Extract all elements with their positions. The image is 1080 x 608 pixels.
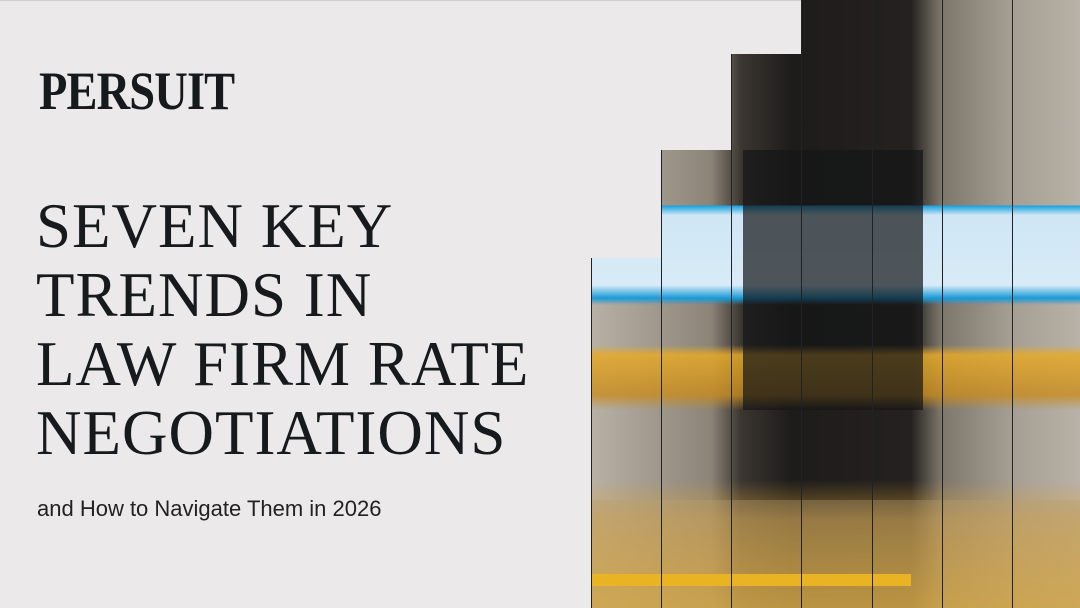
photo-divider [591, 0, 592, 608]
title-line: TRENDS IN [36, 260, 373, 330]
sidewalk [591, 500, 1080, 608]
photo-divider [1012, 0, 1013, 608]
photo-divider [661, 0, 662, 608]
photo-divider [731, 0, 732, 608]
photo-divider [872, 0, 873, 608]
cover-subtitle: and How to Navigate Them in 2026 [37, 496, 382, 521]
title-line: LAW FIRM RATE [36, 329, 530, 399]
building-doorway [743, 150, 923, 410]
photo-divider [942, 0, 943, 608]
persuit-logo: PERSUIT [39, 61, 235, 121]
top-border [0, 0, 1080, 1]
photo-divider [801, 0, 802, 608]
title-line: SEVEN KEY [36, 191, 394, 261]
street-photo-stepped [591, 0, 1080, 608]
cover-title: SEVEN KEY TRENDS IN LAW FIRM RATE NEGOTI… [36, 192, 529, 468]
curb-line [591, 574, 911, 586]
title-line: NEGOTIATIONS [36, 398, 507, 468]
